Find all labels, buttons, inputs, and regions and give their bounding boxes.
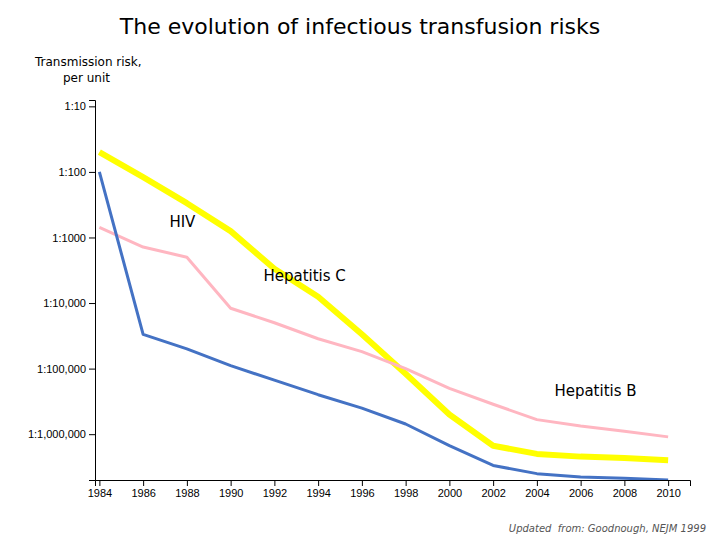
- y-axis-line: [89, 101, 96, 481]
- y-tick: 1:1,000,000: [28, 428, 95, 440]
- x-tick-mark: [187, 480, 188, 486]
- annotation: HIV: [169, 213, 196, 231]
- y-tick-label: 1:10: [65, 100, 86, 112]
- x-tick-mark: [493, 480, 494, 486]
- x-axis-line: [96, 481, 691, 487]
- x-tick-label: 1986: [131, 487, 155, 499]
- x-tick: 2004: [525, 480, 549, 499]
- y-tick-mark: [89, 303, 95, 304]
- y-tick-label: 1:100: [58, 166, 86, 178]
- y-tick: 1:100: [58, 166, 95, 178]
- x-tick: 1990: [219, 480, 243, 499]
- x-tick-mark: [274, 480, 275, 486]
- x-tick: 2010: [656, 480, 680, 499]
- x-tick: 2000: [438, 480, 462, 499]
- x-tick-label: 1998: [394, 487, 418, 499]
- x-tick-label: 2004: [525, 487, 549, 499]
- y-tick-mark: [89, 237, 95, 238]
- x-tick-mark: [99, 480, 100, 486]
- series-line: [99, 227, 668, 437]
- y-axis: 1:10 1:100 1:1000 1:10,000 1:100,000 1:1,000,…: [28, 100, 96, 480]
- x-tick-mark: [318, 480, 319, 486]
- annotation: Hepatitis C: [263, 267, 345, 285]
- chart: 1:10 1:100 1:1000 1:10,000 1:100,000 1:1,000,…: [0, 0, 720, 540]
- x-axis: 1984 1986 1988 1990 1992 1994 1996 1998 2000 2002…: [88, 480, 691, 499]
- x-tick-label: 1992: [263, 487, 287, 499]
- x-tick: 1988: [175, 480, 199, 499]
- y-tick-label: 1:100,000: [37, 363, 86, 375]
- x-tick-label: 2008: [613, 487, 637, 499]
- y-axis-title: per unit: [63, 71, 110, 85]
- y-tick-mark: [89, 106, 95, 107]
- x-tick-label: 2002: [481, 487, 505, 499]
- x-tick-mark: [143, 480, 144, 486]
- plot-area: 1:10 1:100 1:1000 1:10,000 1:100,000 1:1,000,…: [28, 100, 691, 498]
- series-line: [99, 172, 668, 480]
- x-tick: 1996: [350, 480, 374, 499]
- x-tick-label: 1988: [175, 487, 199, 499]
- x-tick: 2006: [569, 480, 593, 499]
- y-tick: 1:10,000: [43, 297, 95, 309]
- x-tick: 2002: [481, 480, 505, 499]
- title: The evolution of infectious transfusion …: [119, 14, 600, 39]
- y-axis-title: Transmission risk,: [34, 55, 142, 69]
- x-tick-mark: [231, 480, 232, 486]
- x-tick: 1998: [394, 480, 418, 499]
- series-group: [99, 152, 668, 480]
- x-tick-label: 1990: [219, 487, 243, 499]
- x-tick: 1986: [131, 480, 155, 499]
- y-tick-label: 1:1,000,000: [28, 428, 86, 440]
- x-tick-mark: [581, 480, 582, 486]
- annotations: HIV Hepatitis C Hepatitis B: [169, 213, 636, 399]
- x-tick-mark: [537, 480, 538, 486]
- x-tick: 1992: [263, 480, 287, 499]
- y-tick-mark: [89, 172, 95, 173]
- x-tick-mark: [624, 480, 625, 486]
- y-tick-mark: [89, 369, 95, 370]
- y-tick: 1:100,000: [37, 363, 95, 375]
- y-tick-mark: [89, 434, 95, 435]
- x-tick-mark: [668, 480, 669, 486]
- x-tick: 2008: [613, 480, 637, 499]
- y-tick: 1:1000: [52, 232, 95, 244]
- footnote: Updated from: Goodnough, NEJM 1999: [509, 523, 706, 534]
- x-tick-label: 2010: [656, 487, 680, 499]
- annotation: Hepatitis B: [554, 382, 636, 400]
- y-tick: 1:10: [65, 100, 95, 112]
- x-tick-mark: [449, 480, 450, 486]
- x-tick-label: 1996: [350, 487, 374, 499]
- y-tick-label: 1:10,000: [43, 297, 86, 309]
- x-tick: 1994: [306, 480, 330, 499]
- x-tick-label: 2006: [569, 487, 593, 499]
- x-tick-mark: [362, 480, 363, 486]
- x-tick-mark: [406, 480, 407, 486]
- series-line: [99, 152, 668, 460]
- x-tick-label: 1984: [88, 487, 112, 499]
- x-tick: 1984: [88, 480, 112, 499]
- y-tick-label: 1:1000: [52, 232, 86, 244]
- x-tick-label: 2000: [438, 487, 462, 499]
- x-tick-label: 1994: [306, 487, 330, 499]
